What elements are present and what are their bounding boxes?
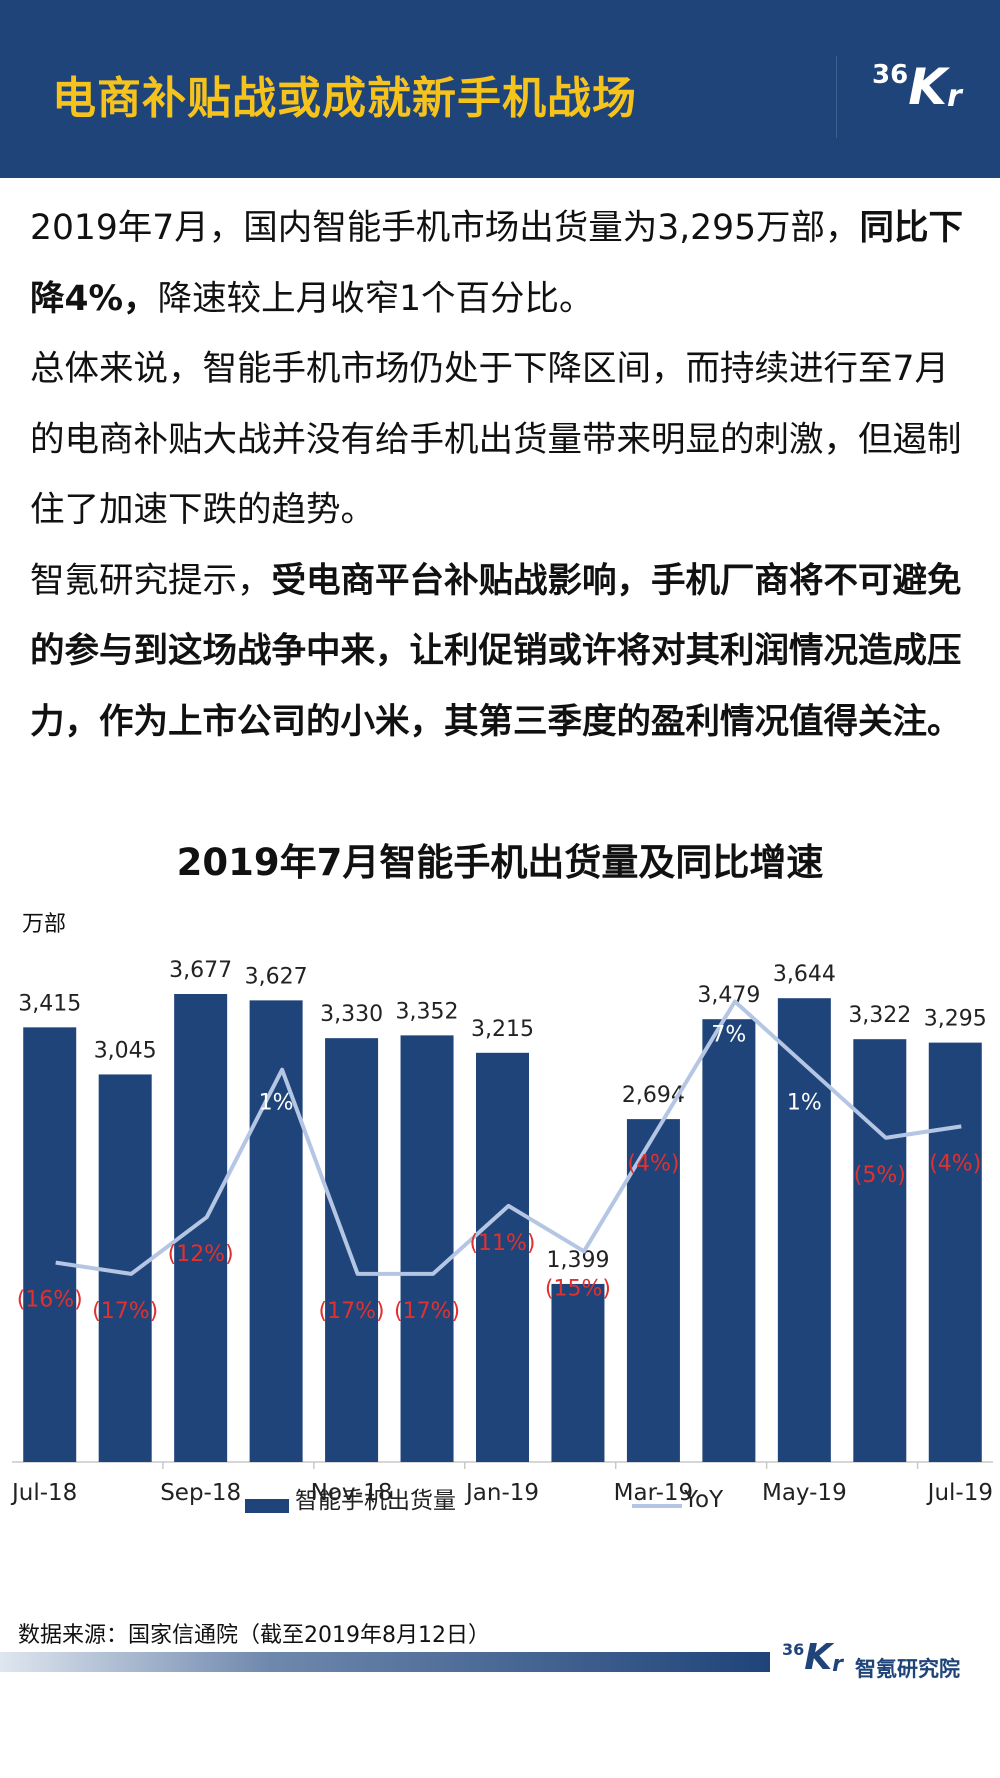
paragraph-1-highlight: 同比下降4%，	[30, 208, 964, 319]
paragraph-3: 智氪研究提示，受电商平台补贴战影响，手机厂商将不可避免的参与到这场战争中来，让利…	[30, 546, 974, 758]
bar-value-label: 3,330	[320, 1002, 383, 1027]
page-title: 电商补贴战或成就新手机战场	[52, 73, 637, 124]
shipment-chart: 3,415 3,045 3,677 3,627 3,330 3,352 3,215 1,399…	[10, 958, 993, 1514]
bar-Apr-19	[702, 1019, 756, 1462]
logo-divider	[836, 56, 837, 138]
yoy-value-label: (17%)	[394, 1299, 460, 1324]
bar-value-label: 3,479	[697, 983, 760, 1008]
bar-value-label: 3,415	[18, 991, 81, 1016]
bar-Oct-18	[249, 1000, 303, 1462]
yoy-value-label: (15%)	[545, 1276, 611, 1301]
bar-value-label: 3,215	[471, 1017, 534, 1042]
yoy-value-label: (16%)	[17, 1288, 83, 1313]
x-tick-label: Mar-19	[614, 1480, 694, 1506]
yoy-line	[55, 999, 962, 1276]
paragraph-1-text-c: 降速较上月收窄1个百分比。	[157, 278, 594, 319]
yoy-value-label: (17%)	[92, 1299, 158, 1324]
bar-Jan-19	[476, 1052, 529, 1462]
logo-k: K	[908, 58, 947, 116]
bar-Jul-19	[928, 1042, 982, 1462]
legend-bar-swatch	[245, 1499, 289, 1513]
chart-unit: 万部	[22, 912, 67, 937]
legend-line-label: YoY	[683, 1487, 724, 1513]
bar-Mar-19	[626, 1119, 680, 1462]
x-tick-label: May-19	[762, 1480, 847, 1506]
article-body: 2019年7月，国内智能手机市场出货量为3,295万部，同比下降4%，降速较上月…	[30, 193, 974, 757]
bar-value-label: 3,677	[169, 958, 232, 983]
bar-value-label: 3,045	[94, 1038, 157, 1063]
bar-value-label: 3,644	[773, 962, 836, 987]
legend-bar-label: 智能手机出货量	[295, 1488, 456, 1514]
chart-title: 2019年7月智能手机出货量及同比增速	[176, 841, 824, 884]
bar-Feb-19	[551, 1283, 605, 1462]
x-tick-label: Nov-18	[311, 1480, 393, 1506]
x-tick-label: Jul-19	[926, 1480, 993, 1506]
paragraph-3-highlight: 受电商平台补贴战影响，手机厂商将不可避免的参与到这场战争中来，让利促销或许将对其…	[30, 560, 962, 742]
yoy-value-label: (4%)	[627, 1151, 679, 1176]
footer-bar	[0, 1652, 770, 1672]
yoy-value-label: (4%)	[929, 1151, 981, 1176]
yoy-value-label: (11%)	[469, 1231, 535, 1256]
yoy-value-label: 7%	[711, 1023, 746, 1048]
bar-Dec-18	[400, 1035, 454, 1462]
bar-May-19	[777, 998, 831, 1462]
bar-Jun-19	[853, 1039, 907, 1462]
yoy-value-label: (5%)	[854, 1163, 906, 1188]
36kr-logo: 36 K r	[872, 62, 962, 112]
x-tick-label: Sep-18	[160, 1480, 241, 1506]
bar-value-label: 3,627	[245, 964, 308, 989]
yoy-value-label: 1%	[787, 1091, 822, 1116]
x-tick-label: Jul-18	[10, 1480, 77, 1506]
footer-36kr-logo: 36 K r	[782, 1640, 843, 1676]
yoy-value-label: (17%)	[319, 1299, 385, 1324]
data-source: 数据来源：国家信通院（截至2019年8月12日）	[18, 1623, 490, 1648]
header-banner: 电商补贴战或成就新手机战场 36 K r	[0, 0, 1000, 178]
footer-brand: 智氪研究院	[855, 1657, 960, 1681]
bar-Aug-18	[98, 1074, 152, 1462]
paragraph-3-text-a: 智氪研究提示，	[30, 560, 272, 601]
logo-r: r	[946, 79, 962, 114]
bar-value-label: 1,399	[546, 1248, 609, 1273]
footer-logo-number: 36	[782, 1640, 805, 1659]
x-tick-label: Jan-19	[464, 1480, 539, 1506]
logo-number: 36	[872, 60, 909, 90]
yoy-value-label: 1%	[259, 1091, 294, 1116]
bar-value-label: 3,352	[396, 999, 459, 1024]
bar-Nov-18	[325, 1038, 379, 1462]
paragraph-2: 总体来说，智能手机市场仍处于下降区间，而持续进行至7月的电商补贴大战并没有给手机…	[30, 349, 962, 530]
footer-logo-k: K	[804, 1637, 833, 1678]
bar-value-label: 3,322	[848, 1003, 911, 1028]
paragraph-1-text-a: 2019年7月，国内智能手机市场出货量为3,295万部，	[30, 208, 860, 248]
footer-logo-r: r	[832, 1652, 844, 1677]
paragraph-1: 2019年7月，国内智能手机市场出货量为3,295万部，同比下降4%，降速较上月…	[30, 193, 974, 334]
yoy-value-label: (12%)	[168, 1242, 234, 1267]
bar-value-label: 3,295	[924, 1007, 987, 1032]
bar-value-label: 2,694	[622, 1083, 685, 1108]
bar-Sep-18	[174, 994, 228, 1462]
bar-Jul-18	[23, 1027, 77, 1462]
